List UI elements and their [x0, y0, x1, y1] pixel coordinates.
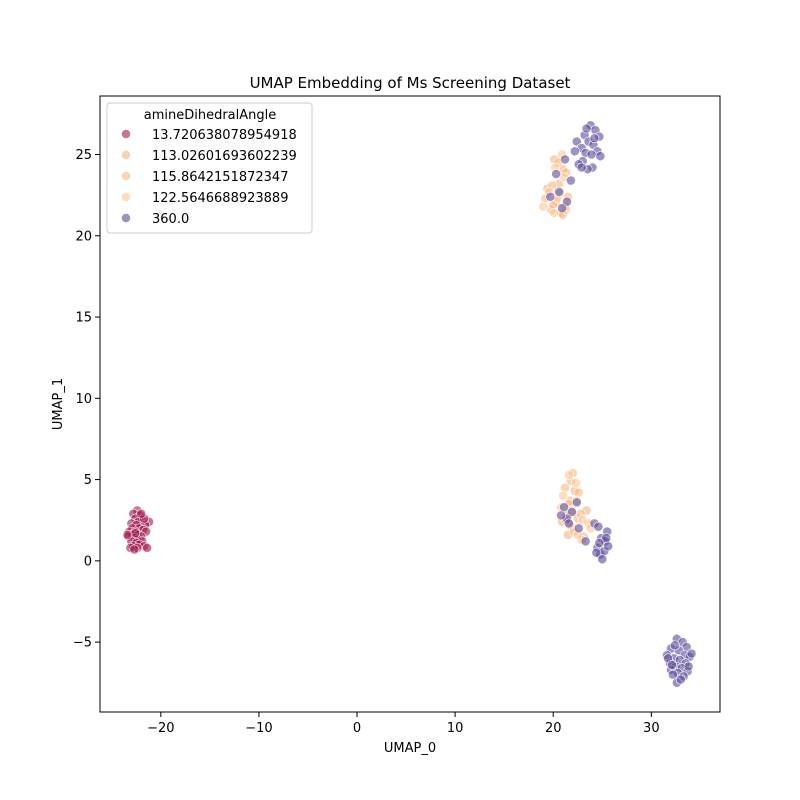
x-tick-label: 30: [643, 721, 660, 736]
data-point-series-4-26: [581, 123, 592, 134]
legend-entries: 13.720638078954918 113.02601693602239 115.…: [121, 128, 297, 227]
legend-label: 113.02601693602239: [152, 149, 297, 164]
data-point-series-3-5: [538, 201, 549, 212]
data-point-series-4-25: [586, 149, 597, 160]
legend-label: 13.720638078954918: [152, 128, 297, 143]
data-point-series-4-45: [564, 518, 574, 529]
legend-marker: [121, 150, 131, 160]
legend-title: amineDihedralAngle: [144, 108, 277, 123]
data-point-series-4-69: [686, 648, 697, 659]
data-point-series-4-13: [560, 154, 570, 165]
data-point-series-0-35: [129, 544, 140, 555]
data-point-series-0-30: [142, 542, 152, 553]
x-axis-ticks: −20 −10 0 10 20 30: [147, 712, 660, 736]
x-tick-label: 10: [447, 721, 464, 736]
y-tick-label: −5: [73, 636, 92, 651]
data-point-series-4-27: [559, 502, 569, 513]
legend-marker: [121, 171, 131, 181]
data-point-series-0-33: [122, 529, 133, 540]
legend-label: 115.8642151872347: [152, 170, 288, 185]
y-tick-label: 20: [75, 229, 92, 244]
data-point-series-4-43: [591, 547, 602, 558]
data-point-series-4-21: [545, 191, 556, 202]
data-point-series-4-28: [566, 507, 577, 517]
data-point-series-4-20: [554, 186, 565, 197]
chart-title: UMAP Embedding of Ms Screening Dataset: [250, 74, 571, 92]
legend-marker: [121, 192, 131, 202]
data-point-series-4-46: [601, 533, 612, 543]
data-point-series-4-18: [551, 169, 562, 179]
data-point-series-3-13: [577, 515, 588, 526]
y-axis-ticks: −5 0 5 10 15 20 25: [73, 148, 100, 651]
points-layer: [122, 120, 697, 688]
legend-marker: [121, 213, 131, 223]
data-point-series-4-29: [571, 497, 582, 508]
y-tick-label: 25: [75, 148, 92, 163]
data-point-series-4-5: [571, 136, 582, 147]
data-point-series-3-8: [564, 469, 574, 480]
data-point-series-3-9: [570, 477, 581, 488]
data-point-series-4-11: [595, 151, 606, 162]
y-tick-label: 0: [84, 554, 92, 569]
x-tick-label: −10: [245, 721, 272, 736]
legend-label: 360.0: [152, 212, 189, 227]
data-point-series-4-22: [562, 196, 572, 207]
legend-label: 122.5646688923889: [152, 191, 288, 206]
x-axis-label: UMAP_0: [384, 741, 436, 756]
data-point-series-3-10: [558, 490, 568, 501]
plot-area-frame: [99, 95, 721, 713]
x-tick-label: 20: [545, 721, 562, 736]
data-point-series-4-73: [667, 659, 677, 670]
legend: amineDihedralAngle 13.720638078954918 113…: [106, 102, 313, 234]
data-point-series-0-34: [136, 508, 147, 519]
data-point-series-4-66: [668, 669, 678, 680]
data-point-series-4-35: [593, 521, 604, 532]
data-point-series-4-10: [569, 146, 580, 157]
data-point-series-4-17: [576, 162, 587, 173]
x-tick-label: −20: [147, 721, 174, 736]
data-point-series-4-24: [589, 133, 600, 144]
y-axis-label: UMAP_1: [51, 378, 66, 430]
data-point-series-4-32: [573, 523, 584, 534]
data-point-series-4-70: [675, 674, 686, 685]
data-point-series-4-23: [557, 203, 567, 214]
y-tick-label: 5: [84, 473, 92, 488]
data-point-series-4-71: [669, 640, 680, 651]
data-point-series-4-33: [580, 536, 591, 547]
data-point-series-4-31: [556, 510, 566, 521]
legend-marker: [121, 129, 131, 139]
data-point-series-3-7: [549, 208, 560, 218]
legend-box: [106, 102, 313, 234]
data-point-series-4-44: [597, 554, 608, 565]
data-point-series-4-42: [603, 541, 614, 552]
data-point-series-2-10: [573, 487, 584, 498]
data-point-series-4-72: [683, 661, 694, 672]
data-point-series-4-19: [565, 175, 576, 186]
data-point-series-4-47: [594, 538, 605, 548]
y-tick-label: 10: [75, 392, 92, 407]
y-tick-label: 15: [75, 311, 92, 326]
x-tick-label: 0: [353, 721, 361, 736]
